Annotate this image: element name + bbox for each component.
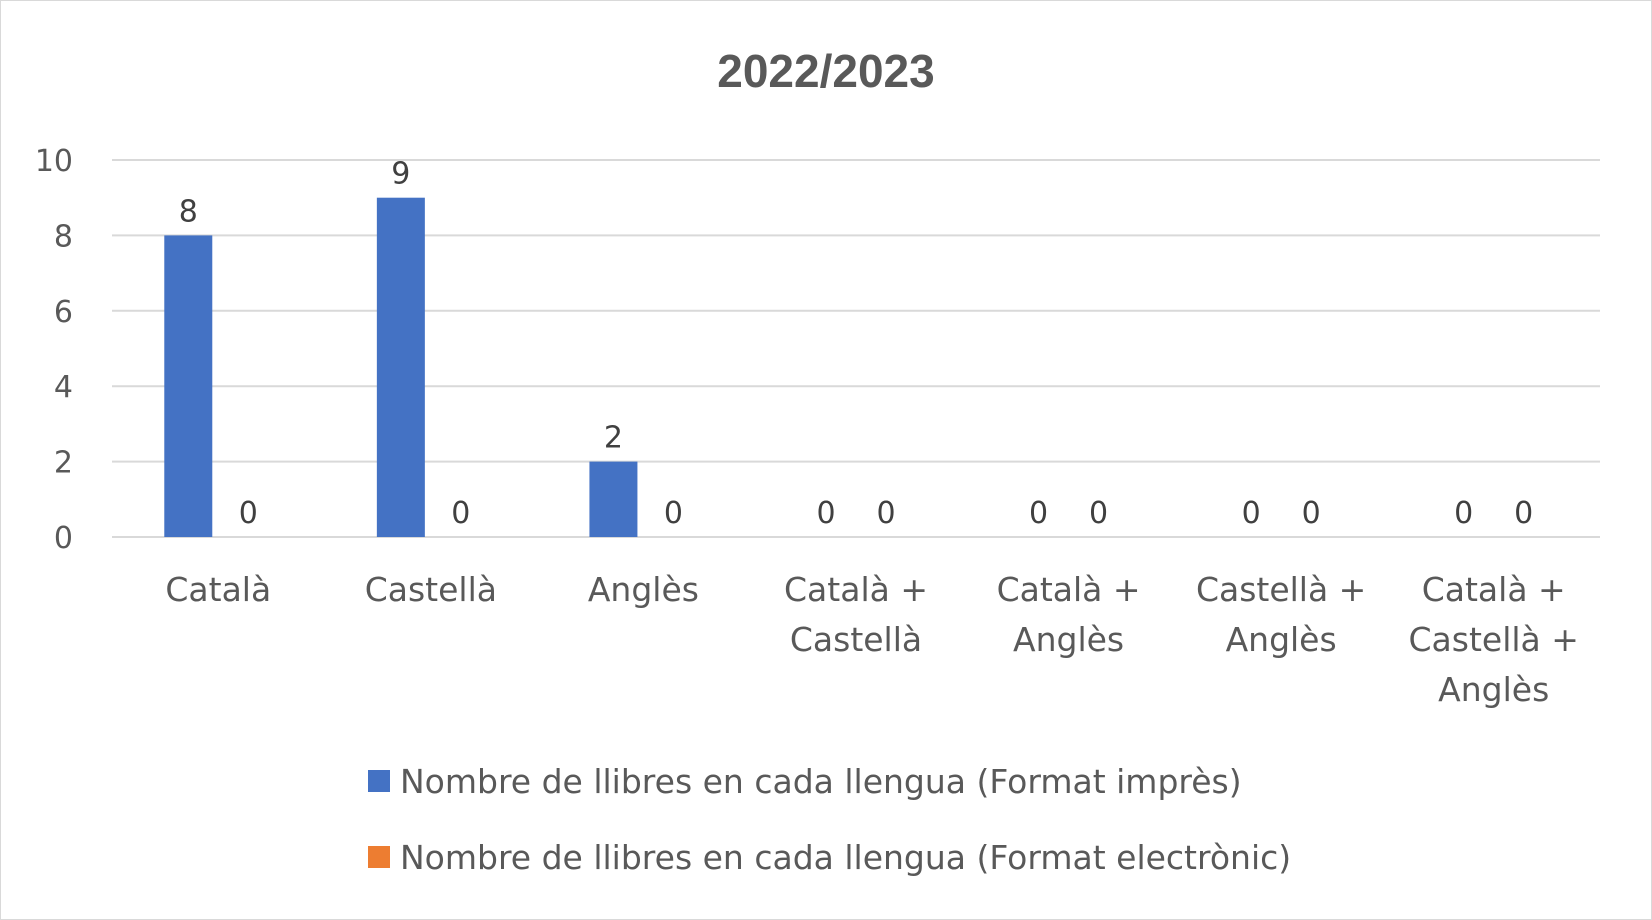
data-label: 8	[179, 194, 198, 229]
y-tick-label: 4	[54, 370, 73, 405]
bar	[164, 235, 213, 537]
chart-title: 2022/2023	[717, 45, 934, 97]
x-tick-label: Català +	[997, 570, 1141, 609]
x-tick-label: Castellà +	[1196, 570, 1366, 609]
x-tick-label: Castellà +	[1409, 620, 1579, 659]
gridlines	[112, 159, 1600, 538]
legend: Nombre de llibres en cada llengua (Forma…	[368, 762, 1291, 877]
x-tick-label: Català	[165, 570, 271, 609]
data-label: 0	[1242, 496, 1261, 531]
y-tick-label: 6	[54, 295, 73, 330]
data-labels: 8 0 9 0 2 0 0 0 0 0 0 0 0 0	[179, 157, 1534, 531]
data-label: 9	[391, 157, 410, 192]
data-label: 0	[816, 496, 835, 531]
x-axis: Català Castellà Anglès Català + Castellà Cata…	[165, 570, 1579, 709]
data-label: 0	[876, 496, 895, 531]
bars	[164, 197, 638, 537]
legend-swatch	[368, 770, 390, 792]
y-tick-label: 0	[54, 521, 73, 556]
y-tick-label: 2	[54, 446, 73, 481]
x-tick-label: Anglès	[1438, 670, 1549, 709]
data-label: 0	[1514, 496, 1533, 531]
bar	[589, 461, 638, 537]
y-tick-label: 10	[35, 144, 73, 179]
bar	[376, 197, 425, 537]
data-label: 0	[1089, 496, 1108, 531]
x-tick-label: Castellà	[790, 620, 922, 659]
data-label: 0	[1454, 496, 1473, 531]
x-tick-label: Anglès	[1226, 620, 1337, 659]
y-axis: 0 2 4 6 8 10	[35, 144, 73, 556]
data-label: 0	[239, 496, 258, 531]
x-tick-label: Català +	[784, 570, 928, 609]
data-label: 2	[604, 421, 623, 456]
x-tick-label: Anglès	[1013, 620, 1124, 659]
data-label: 0	[664, 496, 683, 531]
x-tick-label: Català +	[1422, 570, 1566, 609]
data-label: 0	[1302, 496, 1321, 531]
y-tick-label: 8	[54, 219, 73, 254]
legend-swatch	[368, 846, 390, 868]
legend-label: Nombre de llibres en cada llengua (Forma…	[400, 762, 1242, 801]
data-label: 0	[1029, 496, 1048, 531]
data-label: 0	[451, 496, 470, 531]
legend-label: Nombre de llibres en cada llengua (Forma…	[400, 838, 1291, 877]
x-tick-label: Castellà	[365, 570, 497, 609]
x-tick-label: Anglès	[588, 570, 699, 609]
